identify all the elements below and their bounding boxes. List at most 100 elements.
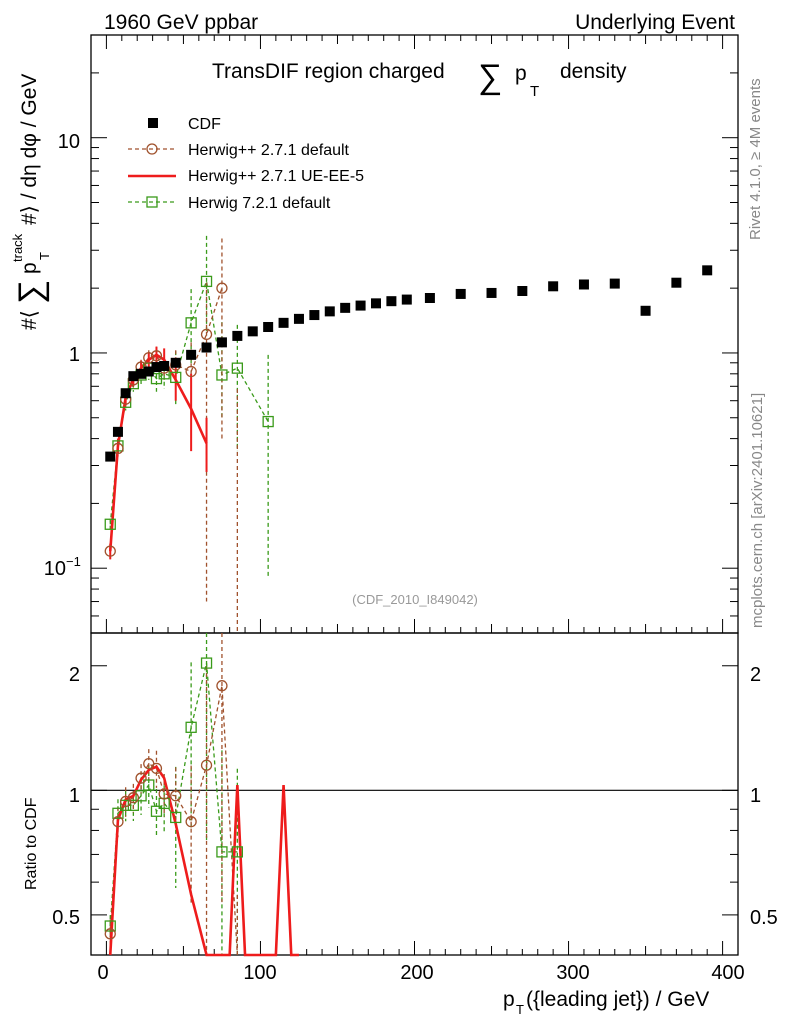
herwig7-ratio-marker [170, 811, 182, 824]
title-sigma: ∑ [478, 58, 502, 96]
rivet-label: Rivet 4.1.0, ≥ 4M events [747, 78, 764, 240]
header-left: 1960 GeV ppbar [104, 11, 258, 34]
cdf-marker [247, 326, 258, 337]
title-sub: T [530, 83, 539, 100]
cdf-marker [151, 362, 162, 373]
herwig7-ratio-marker [120, 799, 132, 811]
herwig7-marker [185, 317, 197, 329]
herwigpp-default-marker [143, 352, 155, 364]
ytick-0.1-exp: −1 [66, 554, 81, 569]
herwig7-ratio-marker [185, 721, 197, 733]
herwigpp-default-marker [112, 442, 124, 455]
cdf-marker [609, 278, 620, 289]
xtick-300: 300 [556, 962, 589, 984]
herwigpp-default-marker [150, 350, 163, 362]
herwigpp-default-ratio-marker [135, 772, 147, 784]
data-marks [91, 235, 738, 957]
cdf-marker [309, 310, 320, 321]
svg-text:p: p [503, 988, 515, 1011]
svg-text:∑: ∑ [12, 280, 50, 304]
ytick-0.1: 10 [44, 558, 66, 580]
svg-text:#⟩ / dη dφ / GeV: #⟩ / dη dφ / GeV [18, 74, 41, 225]
cdf-marker [355, 300, 366, 311]
herwigpp-default-ratio-marker [200, 759, 213, 771]
herwig7-ratio-marker [135, 790, 147, 802]
herwig7-marker [104, 518, 116, 530]
cdf-marker [455, 288, 466, 299]
cdf-marker [517, 286, 528, 297]
x-axis-label: p T ({leading jet}) / GeV [503, 988, 709, 1017]
mcplots-label: mcplots.cern.ch [arXiv:2401.10621] [749, 393, 766, 628]
xtick-100: 100 [243, 962, 276, 984]
cdf-marker [263, 321, 274, 332]
xtick-200: 200 [400, 962, 433, 984]
cdf-marker [324, 306, 335, 317]
cdf-marker [424, 293, 435, 304]
ratio-tick-1-left: 1 [69, 785, 80, 807]
cdf-marker [120, 388, 131, 399]
herwig7-line [109, 278, 269, 525]
herwigpp-default-ratio-marker [185, 816, 197, 828]
herwigpp-default-ratio-marker [104, 928, 116, 940]
cdf-marker [578, 279, 589, 290]
svg-text:p: p [18, 262, 41, 274]
legend-label-herwig7: Herwig 7.2.1 default [188, 195, 331, 212]
svg-text:track: track [10, 233, 25, 262]
cdf-marker [232, 330, 243, 341]
herwigpp-default-marker [216, 282, 228, 294]
ratio-tick-2-left: 2 [69, 664, 80, 686]
cdf-marker [486, 287, 497, 298]
cdf-marker [401, 294, 412, 305]
cdf-marker [640, 305, 651, 316]
axis-ticks [91, 34, 738, 955]
herwig7-ratio-marker [200, 657, 213, 669]
cdf-marker [293, 313, 304, 324]
herwigpp-default-ratio-marker [112, 816, 124, 828]
ytick-10: 10 [58, 131, 80, 153]
herwig7-ratio-marker [150, 805, 163, 817]
herwig7-marker [216, 369, 228, 381]
herwigpp-default-ratio-marker [158, 788, 170, 800]
legend-label-herwigpp-default: Herwig++ 2.7.1 default [188, 142, 350, 159]
herwigpp-default-ratio-marker [170, 790, 182, 802]
svg-text:({leading jet}) / GeV: ({leading jet}) / GeV [526, 988, 709, 1011]
legend: CDF Herwig++ 2.7.1 default Herwig++ 2.7.… [128, 116, 364, 212]
plot-title: TransDIF region charged [212, 60, 445, 83]
cdf-marker [278, 317, 289, 328]
cdf-marker [143, 366, 154, 377]
y-axis-label: #⟨ ∑ p track T #⟩ / dη dφ / GeV [10, 74, 52, 330]
herwigpp-default-marker [200, 328, 213, 341]
svg-text:#⟨: #⟨ [18, 310, 41, 330]
cdf-marker [671, 277, 682, 288]
ytick-1: 1 [69, 344, 80, 366]
herwigpp-ue-line [108, 353, 208, 552]
ratio-plot-frame [90, 632, 739, 956]
cdf-marker [170, 357, 181, 368]
cdf-marker [186, 349, 197, 360]
herwigpp-default-ratio-marker [150, 762, 163, 775]
herwig7-ratio-marker [231, 846, 243, 858]
ratio-tick-1-right: 1 [750, 785, 761, 807]
cdf-marker [216, 337, 227, 348]
herwig7-ratio-marker [112, 807, 124, 819]
xtick-400: 400 [711, 962, 744, 984]
herwigpp-default-marker [185, 365, 197, 378]
herwig7-marker [112, 440, 124, 452]
ratio-tick-2-right: 2 [750, 664, 761, 686]
herwigpp-ue-ratio-line [108, 765, 299, 957]
herwig7-marker [262, 415, 274, 428]
legend-marker-herwig7 [146, 196, 158, 208]
svg-text:T: T [516, 1002, 524, 1017]
ratio-y-label: Ratio to CDF [23, 797, 40, 890]
legend-label-herwigpp-ue: Herwig++ 2.7.1 UE-EE-5 [188, 168, 364, 185]
ratio-tick-0.5-left: 0.5 [52, 907, 80, 929]
header-right: Underlying Event [575, 11, 735, 34]
herwig7-ratio-marker [216, 846, 228, 858]
herwig7-ratio-marker [143, 779, 155, 791]
cdf-marker [136, 368, 147, 379]
herwig7-marker [231, 362, 243, 374]
title-p: p [515, 62, 527, 85]
svg-text:T: T [37, 252, 52, 260]
herwig7-ratio-marker [104, 920, 116, 932]
